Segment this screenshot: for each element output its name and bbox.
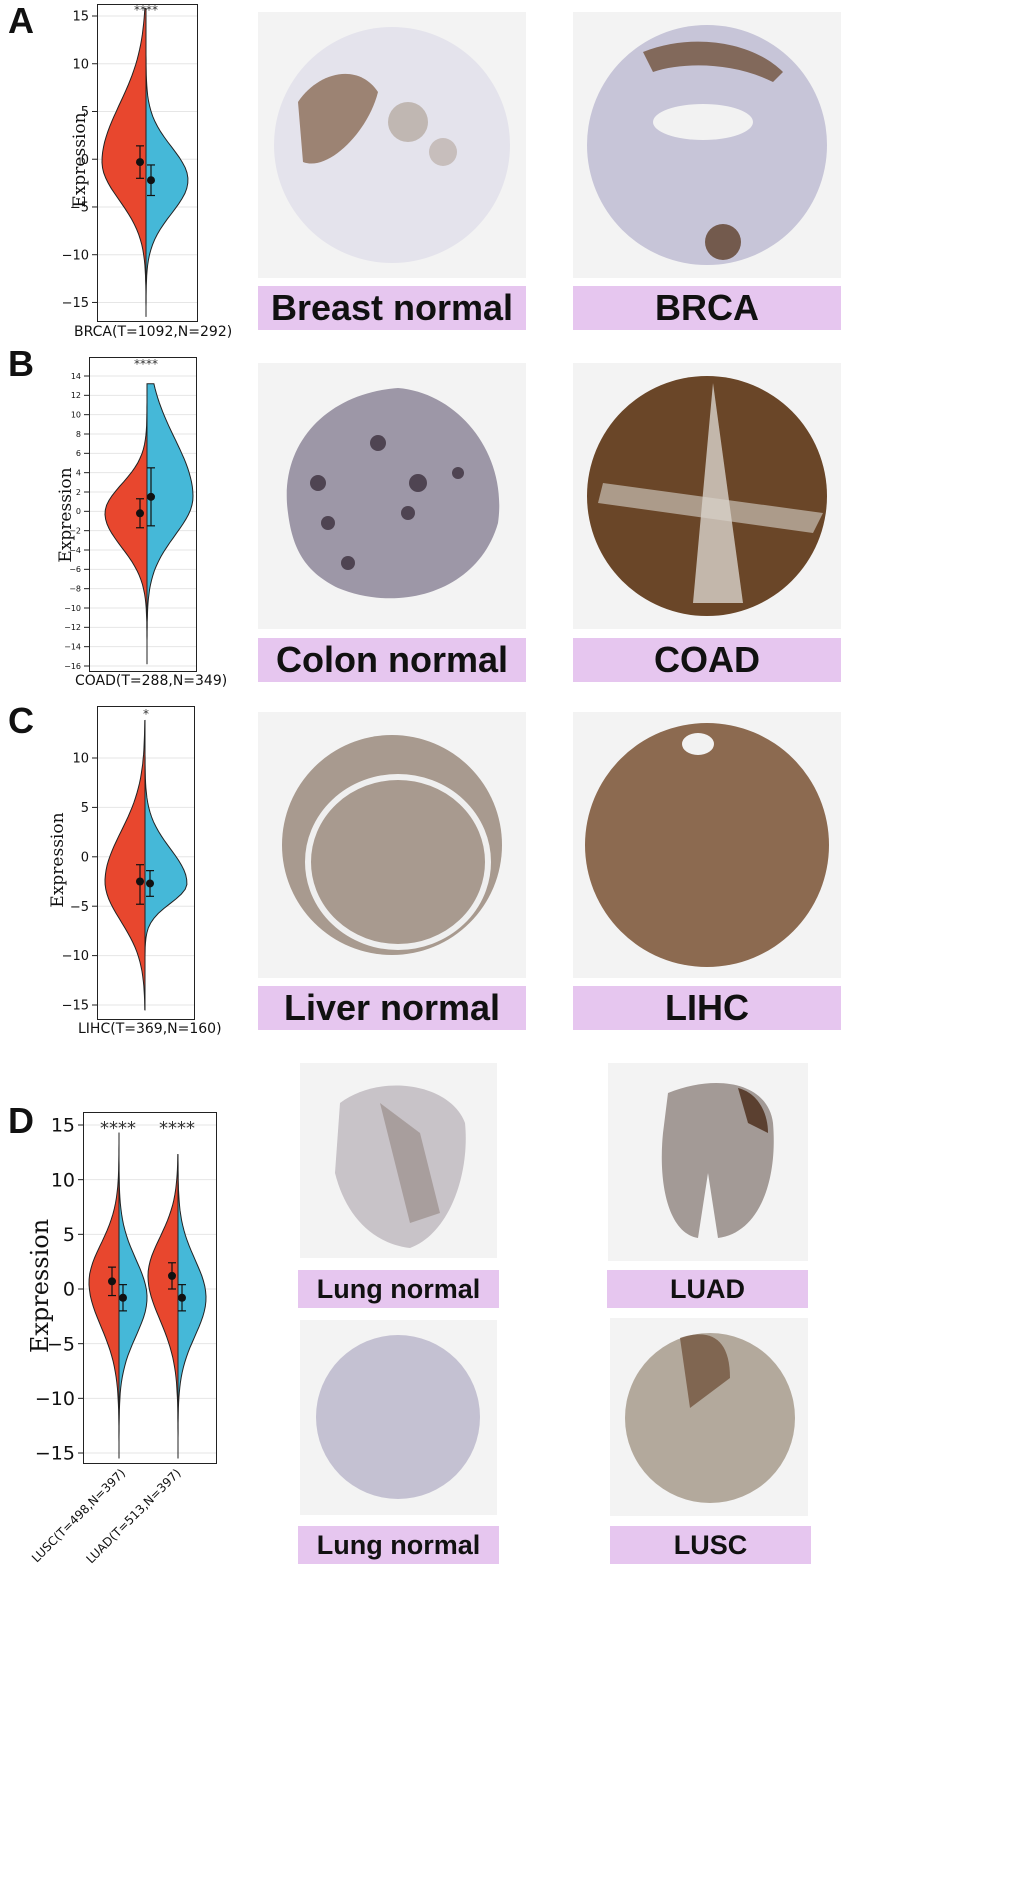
significance-luad: **** (159, 1118, 195, 1139)
tissue-image-breast-normal (258, 12, 526, 278)
axis-d-tick-label: −5 (47, 1333, 75, 1355)
tissue-image-colon-normal (258, 363, 526, 629)
caption-liver-normal: Liver normal (258, 986, 526, 1030)
axis-d-tick-label: 5 (63, 1224, 75, 1246)
tissue-image-coad (573, 363, 841, 629)
xlabel-luad: LUAD(T=513,N=397) (84, 1466, 184, 1566)
normal-luad-mean-point (178, 1294, 186, 1302)
caption-lihc: LIHC (573, 986, 841, 1030)
violin-luad-tumor-half (148, 1155, 178, 1459)
caption-brca: BRCA (573, 286, 841, 330)
tissue-image-lusc (610, 1318, 808, 1516)
caption-colon-normal: Colon normal (258, 638, 526, 682)
tissue-image-luad (608, 1063, 808, 1261)
normal-lusc-mean-point (119, 1294, 127, 1302)
significance-lusc: **** (100, 1118, 136, 1139)
tissue-image-lung-normal-top (300, 1063, 497, 1258)
xlabel-lusc: LUSC(T=498,N=397) (29, 1466, 128, 1565)
tumor-luad-mean-point (168, 1272, 176, 1280)
caption-coad: COAD (573, 638, 841, 682)
tissue-image-liver-normal (258, 712, 526, 978)
caption-lung-normal-bottom: Lung normal (298, 1526, 499, 1564)
axis-d-tick-label: −10 (35, 1388, 75, 1410)
tissue-image-lihc (573, 712, 841, 978)
axis-d-tick-label: 10 (51, 1169, 75, 1191)
tissue-image-lung-normal-bottom (300, 1320, 497, 1515)
caption-lung-normal-top: Lung normal (298, 1270, 499, 1308)
tissue-image-brca (573, 12, 841, 278)
violin-chart-d: 15 10 5 0 −5 −10 −15 **** **** (0, 0, 260, 1480)
caption-breast-normal: Breast normal (258, 286, 526, 330)
tumor-lusc-mean-point (108, 1277, 116, 1285)
caption-luad: LUAD (607, 1270, 808, 1308)
caption-lusc: LUSC (610, 1526, 811, 1564)
axis-d-tick-label: −15 (35, 1443, 75, 1465)
axis-d-tick-label: 0 (63, 1279, 75, 1301)
axis-d-tick-label: 15 (51, 1115, 75, 1137)
